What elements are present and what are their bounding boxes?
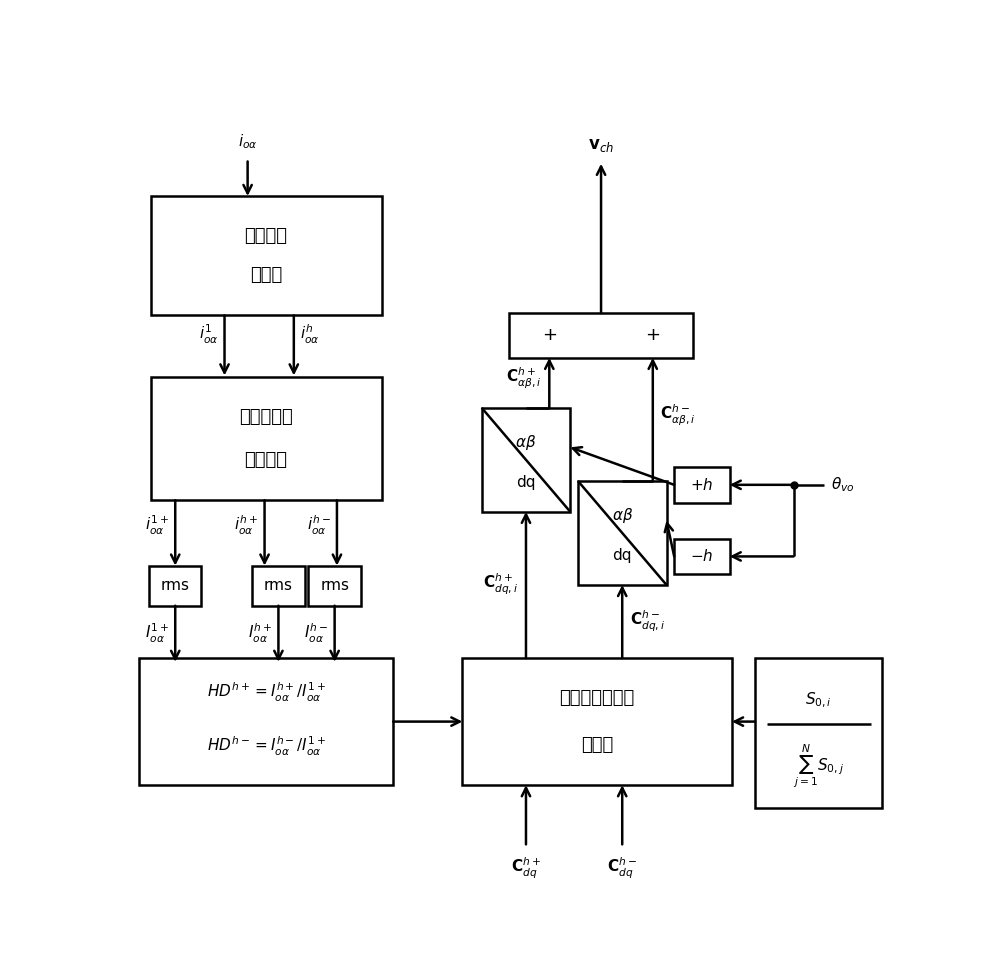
Text: dq: dq: [612, 549, 632, 563]
Bar: [308, 565, 361, 606]
Text: $I^{h-}_{o\alpha}$: $I^{h-}_{o\alpha}$: [304, 622, 328, 645]
Text: $I^{h+}_{o\alpha}$: $I^{h+}_{o\alpha}$: [248, 622, 272, 645]
Text: $\mathbf{C}^{h+}_{dq,i}$: $\mathbf{C}^{h+}_{dq,i}$: [483, 572, 518, 597]
Text: $HD^{h+} = I^{h+}_{o\alpha}/I^{1+}_{o\alpha}$: $HD^{h+} = I^{h+}_{o\alpha}/I^{1+}_{o\al…: [207, 681, 326, 703]
Text: 量转换: 量转换: [581, 736, 613, 754]
Text: +: +: [645, 326, 660, 344]
Text: $\sum_{j=1}^{N}S_{0,j}$: $\sum_{j=1}^{N}S_{0,j}$: [793, 742, 844, 790]
Bar: [674, 539, 730, 574]
Text: $\alpha\beta$: $\alpha\beta$: [515, 433, 537, 451]
Text: +: +: [542, 326, 557, 344]
Text: $\mathbf{C}^{h-}_{dq}$: $\mathbf{C}^{h-}_{dq}$: [607, 856, 637, 882]
Text: $i^{h-}_{o\alpha}$: $i^{h-}_{o\alpha}$: [307, 514, 331, 537]
Text: $\mathbf{v}_{ch}$: $\mathbf{v}_{ch}$: [588, 135, 614, 154]
Text: rms: rms: [320, 578, 349, 594]
Text: $I^{1+}_{o\alpha}$: $I^{1+}_{o\alpha}$: [145, 622, 169, 645]
Text: $i^{h}_{o\alpha}$: $i^{h}_{o\alpha}$: [300, 323, 320, 346]
Text: dq: dq: [516, 475, 536, 490]
Text: $\mathbf{C}^{h-}_{dq,i}$: $\mathbf{C}^{h-}_{dq,i}$: [630, 609, 665, 634]
Text: 波提取: 波提取: [250, 266, 282, 284]
Text: $\mathbf{C}^{h+}_{\alpha\beta,i}$: $\mathbf{C}^{h+}_{\alpha\beta,i}$: [506, 367, 542, 391]
Bar: [755, 658, 882, 809]
Text: 分量提取: 分量提取: [245, 451, 288, 469]
Text: 正序和负序: 正序和负序: [239, 408, 293, 426]
Bar: [509, 313, 693, 358]
Bar: [149, 565, 201, 606]
Bar: [139, 658, 393, 785]
Text: $\theta_{vo}$: $\theta_{vo}$: [831, 476, 854, 494]
Bar: [252, 565, 305, 606]
Text: $i^{h+}_{o\alpha}$: $i^{h+}_{o\alpha}$: [234, 514, 258, 537]
Bar: [462, 658, 732, 785]
Text: $-h$: $-h$: [690, 549, 714, 564]
Text: $+h$: $+h$: [690, 477, 714, 492]
Text: $\alpha\beta$: $\alpha\beta$: [612, 506, 633, 524]
Text: $i^{1+}_{o\alpha}$: $i^{1+}_{o\alpha}$: [145, 514, 169, 537]
Text: $\mathbf{C}^{h+}_{dq}$: $\mathbf{C}^{h+}_{dq}$: [511, 856, 541, 882]
Text: $S_{0,i}$: $S_{0,i}$: [805, 691, 832, 709]
Text: rms: rms: [264, 578, 293, 594]
Bar: [151, 197, 382, 315]
Bar: [578, 481, 667, 585]
Text: rms: rms: [161, 578, 190, 594]
Bar: [151, 377, 382, 500]
Bar: [674, 467, 730, 502]
Text: $i^{1}_{o\alpha}$: $i^{1}_{o\alpha}$: [199, 323, 218, 346]
Text: 本地补偿参考向: 本地补偿参考向: [560, 690, 635, 707]
Text: $HD^{h-} = I^{h-}_{o\alpha}/I^{1+}_{o\alpha}$: $HD^{h-} = I^{h-}_{o\alpha}/I^{1+}_{o\al…: [207, 735, 326, 758]
Text: $i_{o\alpha}$: $i_{o\alpha}$: [238, 132, 257, 152]
Text: $\mathbf{C}^{h-}_{\alpha\beta,i}$: $\mathbf{C}^{h-}_{\alpha\beta,i}$: [660, 403, 696, 428]
Text: 基波和谐: 基波和谐: [245, 228, 288, 245]
Bar: [482, 408, 570, 512]
